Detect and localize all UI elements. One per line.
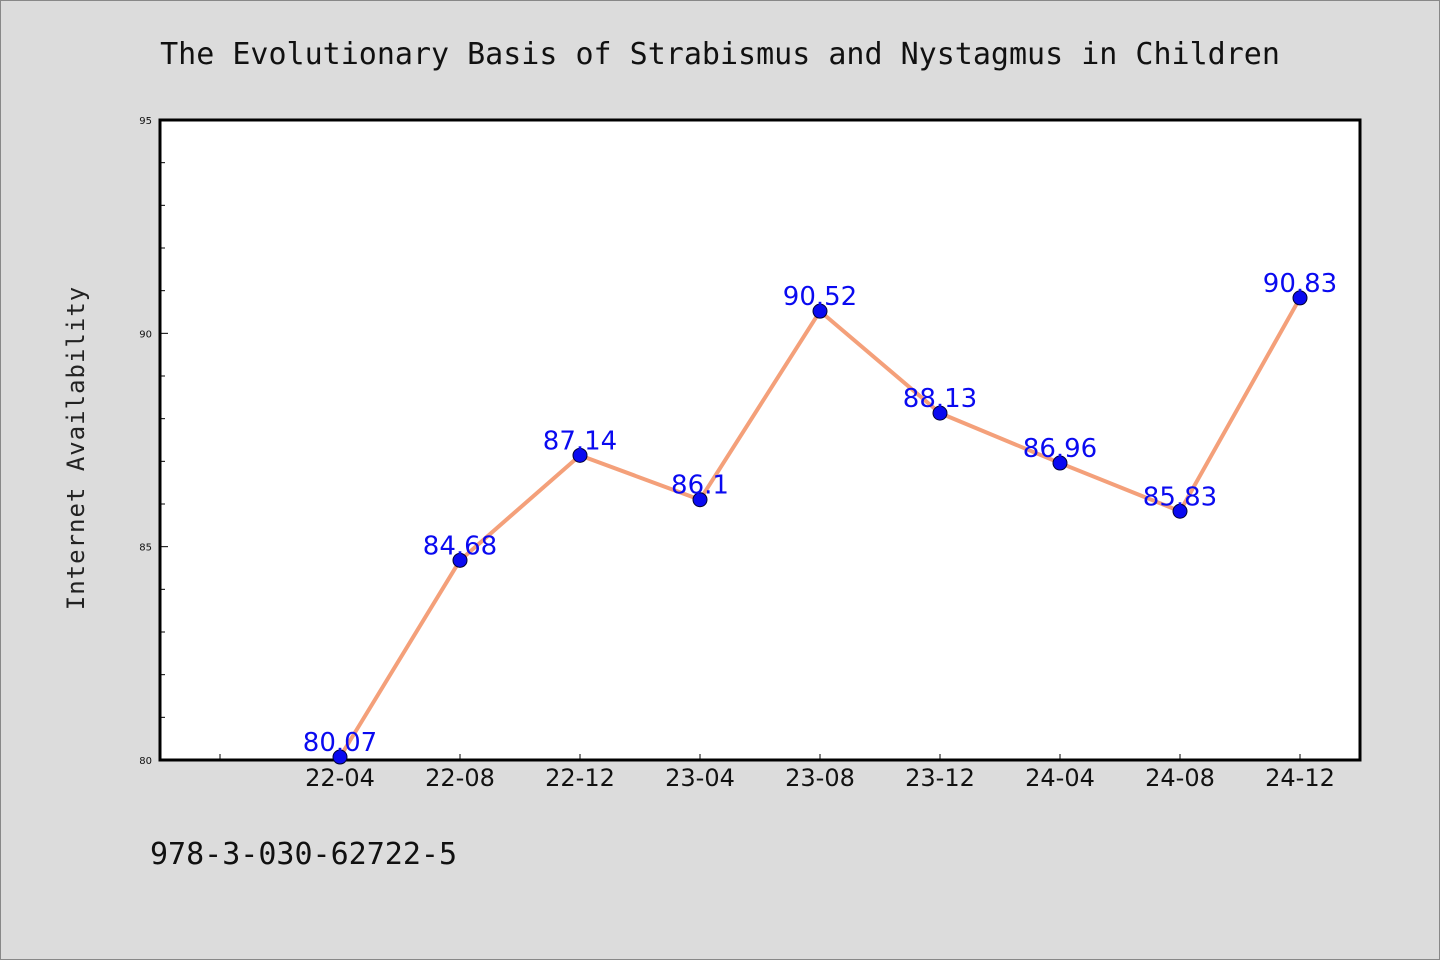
data-point [1172,503,1188,519]
data-point [452,552,468,568]
y-tick-label: 80 [139,756,152,767]
data-label: 87.14 [543,426,617,456]
x-tick-label: 22-08 [425,764,495,792]
data-point [1292,290,1308,306]
data-label: 84.68 [423,531,497,561]
x-tick-label: 22-04 [305,764,375,792]
plot-area [158,118,1362,762]
x-tick-label: 23-08 [785,764,855,792]
data-point [332,749,348,765]
x-axis: 22-04 22-08 22-12 23-04 23-08 23-12 24-04 24-08… [219,754,1335,792]
chart-title: The Evolutionary Basis of Strabismus and… [160,37,1280,72]
data-point [812,303,828,319]
x-tick-label: 24-04 [1025,764,1095,792]
y-tick-label: 95 [139,116,152,127]
x-tick-label: 24-12 [1265,764,1335,792]
y-axis: 80 85 90 95 [139,116,168,767]
data-label: 90.52 [783,282,857,312]
y-axis-label: Internet Availability [62,286,90,610]
x-tick-label: 23-04 [665,764,735,792]
data-label: 80.07 [303,728,377,758]
data-label: 86.96 [1023,434,1097,464]
isbn-footer: 978-3-030-62722-5 [150,837,457,872]
x-tick-label: 23-12 [905,764,975,792]
data-label: 86.1 [671,471,729,501]
data-label: 85.83 [1143,482,1217,512]
data-point [572,447,588,463]
y-tick-label: 90 [139,329,152,340]
data-label: 88.13 [903,384,977,414]
data-point [1052,455,1068,471]
series-1: 80.07 84.68 87.14 86.1 90.52 88.13 86.96 85.83 9… [303,269,1337,765]
y-tick-label: 85 [139,543,152,554]
data-point [692,492,708,508]
x-tick-label: 24-08 [1145,764,1215,792]
data-point [932,405,948,421]
data-label: 90.83 [1263,269,1337,299]
x-tick-label: 22-12 [545,764,615,792]
